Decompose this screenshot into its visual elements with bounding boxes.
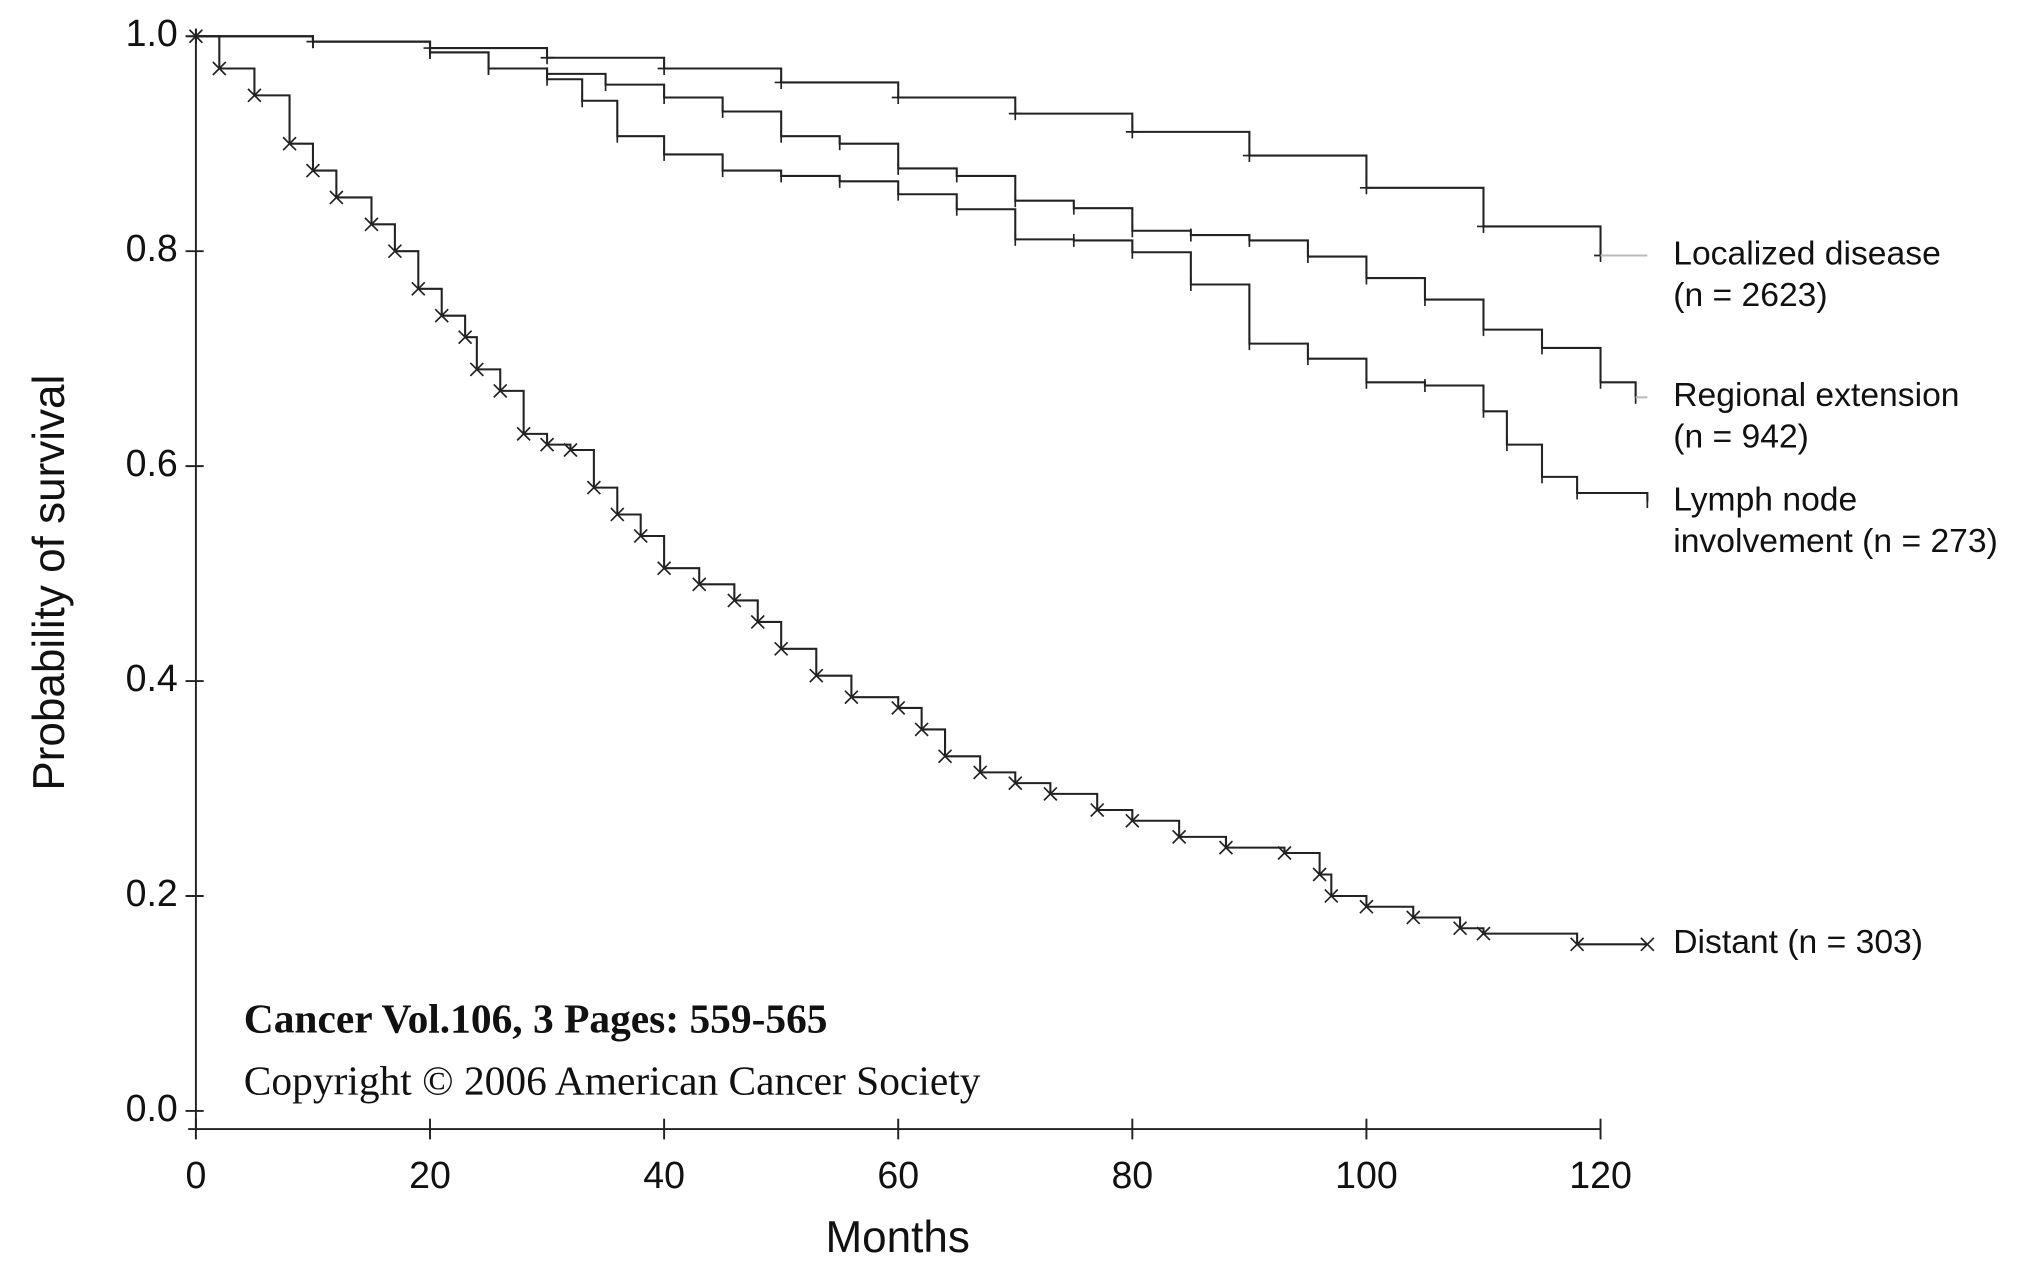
- annotation: Cancer Vol.106, 3 Pages: 559-565: [244, 995, 828, 1041]
- censor-mark: [586, 480, 601, 495]
- y-tick-label: 0.4: [126, 657, 178, 699]
- censor-mark: [411, 281, 426, 296]
- y-axis-title: Probability of survival: [25, 375, 74, 791]
- censor-mark: [305, 163, 321, 178]
- series-label: (n = 2623): [1673, 277, 1827, 314]
- series-label: (n = 942): [1673, 419, 1809, 456]
- series-label: Distant (n = 303): [1673, 924, 1923, 961]
- censor-mark: [774, 75, 788, 89]
- censor-mark: [1125, 125, 1139, 139]
- censor-mark: [1324, 888, 1339, 904]
- censor-mark: [657, 62, 671, 75]
- censor-mark: [364, 217, 379, 232]
- censor-mark: [973, 765, 988, 780]
- censor-mark: [1090, 802, 1105, 818]
- censor-mark: [539, 437, 555, 452]
- censor-mark: [387, 244, 402, 259]
- x-tick-label: 120: [1569, 1154, 1632, 1196]
- censor-mark: [1477, 219, 1490, 233]
- x-axis-title: Months: [826, 1213, 970, 1262]
- x-tick-label: 100: [1335, 1154, 1398, 1196]
- x-tick-label: 60: [877, 1154, 919, 1196]
- censor-mark: [434, 308, 449, 323]
- censor-mark: [247, 88, 262, 103]
- censor-mark: [1406, 910, 1421, 925]
- censor-mark: [750, 614, 765, 630]
- x-tick-label: 40: [643, 1154, 685, 1196]
- censor-mark: [1242, 149, 1256, 163]
- censor-mark: [1008, 107, 1022, 121]
- series-label: Localized disease: [1673, 235, 1941, 272]
- censor-mark: [563, 442, 578, 458]
- censor-mark: [540, 51, 554, 65]
- censor-mark: [188, 29, 203, 44]
- censor-mark: [1476, 926, 1491, 941]
- censor-mark: [1008, 776, 1023, 791]
- censor-mark: [469, 362, 484, 377]
- censor-mark: [891, 91, 905, 104]
- survival-curve: [195, 35, 1637, 398]
- x-tick-label: 20: [409, 1154, 451, 1196]
- annotation: Copyright © 2006 American Cancer Society: [244, 1058, 981, 1104]
- censor-mark: [610, 507, 625, 522]
- censor-mark: [1125, 813, 1140, 828]
- censor-mark: [937, 749, 953, 764]
- censor-mark: [1043, 786, 1058, 801]
- censor-mark: [633, 528, 648, 544]
- y-tick-label: 0.0: [126, 1087, 178, 1129]
- censor-mark: [1359, 899, 1374, 914]
- censor-mark: [1277, 845, 1292, 861]
- censor-mark: [914, 722, 929, 737]
- censor-mark: [458, 330, 473, 345]
- censor-mark: [516, 426, 531, 441]
- censor-mark: [1640, 937, 1655, 952]
- censor-mark: [1218, 840, 1234, 855]
- censor-mark: [844, 690, 859, 705]
- censor-mark: [1452, 921, 1468, 936]
- series-label: involvement (n = 273): [1673, 523, 1998, 560]
- censor-mark: [727, 593, 742, 608]
- censor-mark: [212, 61, 227, 76]
- censor-mark: [657, 561, 672, 576]
- series-label: Lymph node: [1673, 481, 1857, 518]
- censor-mark: [774, 641, 789, 656]
- x-tick-label: 0: [185, 1154, 206, 1196]
- y-tick-label: 0.8: [126, 227, 178, 269]
- censor-mark: [493, 383, 508, 398]
- censor-mark: [692, 577, 707, 592]
- survival-curve: [195, 35, 1648, 946]
- y-tick-label: 0.6: [126, 442, 178, 484]
- series-label: Regional extension: [1673, 377, 1959, 414]
- censor-mark: [282, 136, 297, 151]
- y-tick-label: 1.0: [126, 12, 178, 54]
- censor-mark: [1570, 937, 1585, 952]
- survival-curve: [195, 35, 1649, 502]
- censor-mark: [1312, 867, 1327, 882]
- y-tick-label: 0.2: [126, 872, 178, 914]
- censor-mark: [809, 668, 824, 683]
- censor-mark: [1359, 181, 1373, 195]
- censor-mark: [891, 700, 906, 715]
- censor-mark: [1172, 829, 1187, 844]
- censor-mark: [329, 190, 344, 205]
- x-tick-label: 80: [1111, 1154, 1153, 1196]
